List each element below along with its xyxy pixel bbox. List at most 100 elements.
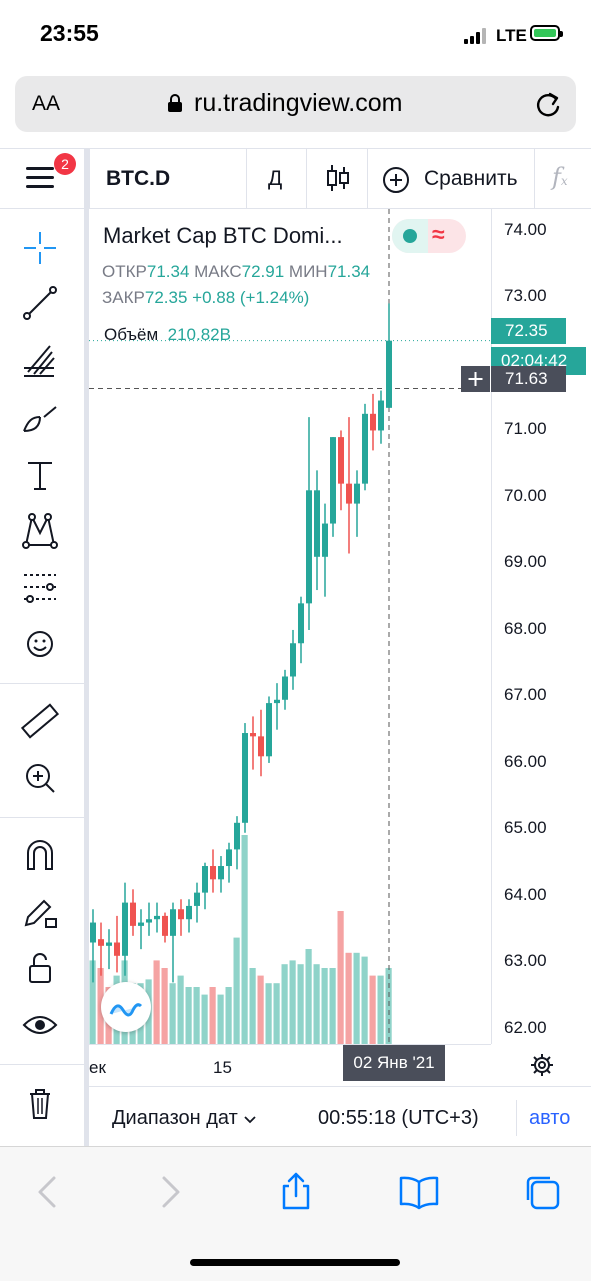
compare-plus-icon[interactable] — [382, 166, 410, 194]
candle-body — [346, 483, 352, 504]
zoom-icon[interactable] — [18, 756, 62, 800]
trash-icon[interactable] — [18, 1082, 62, 1126]
price-scale[interactable] — [491, 209, 591, 1044]
chart-toolbar — [0, 148, 591, 209]
volume-label: Объём — [104, 325, 159, 344]
price-tick: 66.00 — [504, 751, 547, 771]
candle-body — [90, 922, 96, 943]
price-tick: 69.00 — [504, 552, 547, 572]
network-label: LTE — [496, 26, 527, 45]
candles-icon[interactable] — [326, 163, 350, 193]
text-icon[interactable] — [18, 453, 62, 497]
settings-gear-icon[interactable] — [530, 1053, 554, 1077]
trendline-icon[interactable] — [18, 281, 62, 325]
price-tick: 68.00 — [504, 618, 547, 638]
candle-body — [234, 822, 240, 850]
candle-body — [282, 676, 288, 700]
price-tick: 64.00 — [504, 884, 547, 904]
fib-icon[interactable] — [18, 338, 62, 382]
volume-bar — [225, 987, 232, 1044]
candle-body — [242, 733, 248, 823]
candle-body — [202, 866, 208, 893]
candle-body — [370, 413, 376, 431]
ruler-icon[interactable] — [18, 699, 62, 743]
last-price-label: 72.35 — [491, 318, 566, 344]
text-size-button[interactable]: AA — [32, 92, 61, 115]
share-icon[interactable] — [274, 1170, 318, 1214]
close-label: ЗАКР — [102, 288, 145, 307]
candle-body — [386, 340, 392, 408]
volume-bar — [177, 975, 184, 1044]
lock-icon — [166, 94, 184, 112]
prediction-icon[interactable] — [18, 565, 62, 609]
brush-icon[interactable] — [18, 395, 62, 439]
add-alert-icon[interactable] — [461, 366, 490, 392]
candle-body — [338, 437, 344, 484]
timezone-button[interactable]: 00:55:18 (UTC+3) — [318, 1107, 479, 1129]
candle-body — [298, 603, 304, 644]
magnet-icon[interactable] — [18, 833, 62, 877]
menu-icon[interactable] — [26, 167, 56, 191]
unlock-icon[interactable] — [18, 946, 62, 990]
volume-bar — [369, 975, 376, 1044]
volume-bar — [297, 964, 304, 1044]
volume-bar — [169, 983, 176, 1044]
compare-button[interactable]: Сравнить — [424, 167, 518, 190]
price-tick: 65.00 — [504, 818, 547, 838]
open-value: 71.34 — [146, 262, 190, 281]
change-value: +0.88 — [192, 288, 236, 307]
volume-bar — [249, 968, 256, 1044]
date-range-label: Диапазон дат — [112, 1107, 238, 1129]
crosshair-price-label: 71.63 — [491, 366, 566, 392]
back-icon[interactable] — [26, 1170, 70, 1214]
ohlc-row-2: ЗАКР72.35 +0.88 (+1.24%) — [102, 288, 309, 308]
volume-bar — [361, 956, 368, 1044]
pattern-icon[interactable] — [18, 509, 62, 553]
chart-bottom-bar — [89, 1086, 591, 1147]
candle-body — [314, 490, 320, 557]
volume-bar — [217, 994, 224, 1044]
status-time: 23:55 — [40, 20, 99, 46]
candle-body — [258, 736, 264, 757]
open-label: ОТКР — [102, 262, 147, 281]
candle-body — [146, 919, 152, 923]
url-text[interactable]: ru.tradingview.com — [194, 89, 403, 117]
reload-icon[interactable] — [536, 90, 562, 118]
candle-body — [330, 437, 336, 524]
interval-button[interactable]: Д — [268, 167, 283, 190]
date-range-button[interactable]: Диапазон дат — [112, 1107, 257, 1130]
lock-drawing-icon[interactable] — [18, 889, 62, 933]
price-tick: 62.00 — [504, 1017, 547, 1037]
candle-body — [138, 922, 144, 926]
tabs-icon[interactable] — [520, 1170, 564, 1214]
crosshair-icon[interactable] — [18, 226, 62, 270]
high-label: МАКС — [194, 262, 242, 281]
forward-icon[interactable] — [148, 1170, 192, 1214]
symbol-button[interactable]: BTC.D — [106, 167, 171, 190]
fx-icon[interactable]: fx — [552, 163, 568, 191]
candle-body — [210, 866, 216, 880]
address-bar[interactable] — [15, 76, 576, 132]
time-tick: ек — [89, 1058, 106, 1077]
eye-icon[interactable] — [18, 1003, 62, 1047]
legend-toggle[interactable]: ≈ — [392, 219, 466, 253]
time-tick: 15 — [213, 1058, 232, 1077]
price-tick: 67.00 — [504, 685, 547, 705]
price-tick: 63.00 — [504, 951, 547, 971]
candle-body — [306, 490, 312, 604]
chart-title[interactable]: Market Cap BTC Domi... — [103, 223, 343, 248]
tradingview-logo-icon[interactable] — [101, 982, 151, 1032]
volume-bar — [313, 964, 320, 1044]
notification-badge: 2 — [54, 153, 76, 175]
time-scale[interactable] — [89, 1044, 491, 1087]
volume-legend: Объём 210.82B — [104, 325, 231, 345]
signal-icon — [464, 28, 492, 44]
candle-body — [226, 849, 232, 867]
low-label: МИН — [288, 262, 328, 281]
bookmarks-icon[interactable] — [397, 1170, 441, 1214]
volume-bar — [289, 960, 296, 1044]
panel-divider[interactable] — [84, 148, 89, 1146]
auto-scale-button[interactable]: авто — [529, 1107, 571, 1129]
emoji-icon[interactable] — [18, 622, 62, 666]
candle-body — [154, 915, 160, 920]
